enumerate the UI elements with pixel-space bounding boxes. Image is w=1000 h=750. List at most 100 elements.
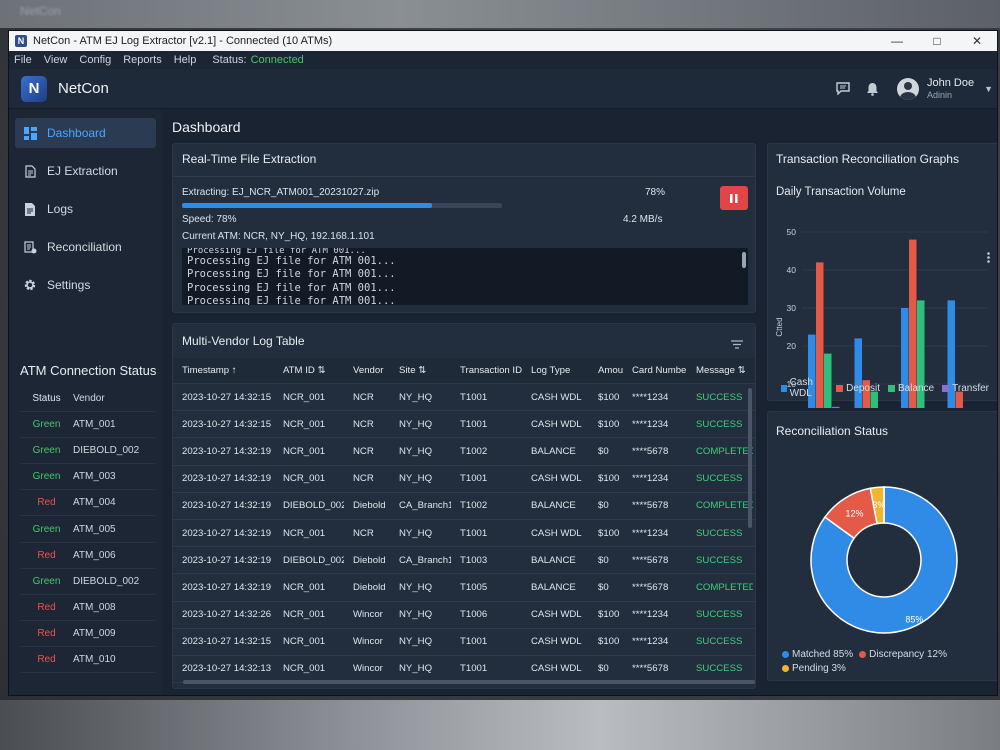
minimize-button[interactable]: —: [891, 34, 903, 48]
menu-config[interactable]: Config: [79, 54, 112, 66]
table-cell: Wincor: [353, 663, 383, 675]
table-cell: 2023-10-27 14:32:19: [182, 554, 272, 566]
y-tick-label: 40: [787, 265, 797, 275]
chart-title: Daily Transaction Volume: [776, 186, 906, 198]
column-header[interactable]: Timestamp ↑: [182, 365, 237, 376]
table-cell: 2023-10-27 14:32:15: [182, 636, 272, 648]
column-header[interactable]: Log Type: [531, 365, 571, 376]
pause-button[interactable]: [720, 186, 748, 210]
bell-icon[interactable]: [865, 81, 881, 97]
table-cell: $0: [598, 500, 609, 512]
status-value: Connected: [250, 54, 304, 66]
close-button[interactable]: ✕: [971, 34, 983, 48]
atm-status-row[interactable]: Green ATM_001: [20, 412, 155, 439]
table-cell: CASH WDL: [531, 663, 582, 675]
table-cell: NCR: [353, 445, 374, 457]
atm-status-row[interactable]: Red ATM_009: [20, 621, 155, 647]
column-header[interactable]: ATM ID ⇅: [283, 365, 326, 376]
column-header[interactable]: Card Number: [632, 365, 687, 376]
legend-item: Pending 3%: [782, 662, 846, 675]
table-row[interactable]: 2023-10-27 14:32:19 NCR_001 NCR NY_HQ T1001 C…: [173, 520, 755, 548]
table-cell: ****1234: [632, 473, 669, 485]
table-cell: 2023-10-27 14:32:13: [182, 663, 272, 675]
bar: [917, 300, 925, 408]
table-cell: SUCCESS: [696, 527, 743, 539]
console-scrollbar[interactable]: [742, 252, 746, 268]
chevron-down-icon[interactable]: ▼: [984, 83, 993, 94]
atm-status-row[interactable]: Green ATM_005: [20, 516, 155, 543]
y-axis-label: Ctted: [775, 317, 784, 336]
column-header[interactable]: Message ⇅: [696, 365, 746, 376]
table-row[interactable]: 2023-10-27 14:32:19 NCR_001 NCR NY_HQ T1001 C…: [173, 466, 755, 493]
table-cell: $100: [598, 418, 620, 430]
table-row[interactable]: 2023-10-27 14:32:15 NCR_001 NCR NY_HQ T1001 C…: [173, 384, 755, 412]
table-cell: NCR: [353, 391, 374, 403]
sidebar-item-dashboard[interactable]: Dashboard: [15, 118, 156, 148]
legend-swatch: [887, 384, 895, 392]
table-row[interactable]: 2023-10-27 14:32:13 NCR_001 Wincor NY_HQ T10…: [173, 656, 755, 684]
table-row[interactable]: 2023-10-27 14:32:19 DIEBOLD_002 Diebold CA_…: [173, 547, 755, 575]
atm-header-vendor: Vendor: [73, 393, 105, 405]
donut-chart: 85% 12% 3%: [810, 486, 958, 634]
atm-status-row[interactable]: Red ATM_008: [20, 595, 155, 621]
slice-label: 3%: [872, 500, 885, 510]
table-row[interactable]: 2023-10-27 14:32:26 NCR_001 Wincor NY_HQ T10…: [173, 602, 755, 629]
table-cell: 2023-10-27 14:32:26: [182, 609, 272, 621]
table-row[interactable]: 2023-10-27 14:32:15 NCR_001 NCR NY_HQ T1001 C…: [173, 411, 755, 439]
extraction-percent: 78%: [645, 187, 666, 198]
atm-status-row[interactable]: Red ATM_004: [20, 490, 155, 517]
reconciliation-title: Reconciliation Status: [776, 424, 889, 438]
atm-status-row[interactable]: Green ATM_003: [20, 464, 155, 491]
table-row[interactable]: 2023-10-27 14:32:19 NCR_001 Diebold NY_HQ T1…: [173, 574, 755, 602]
column-header[interactable]: Transaction ID: [460, 365, 522, 376]
avatar[interactable]: [896, 77, 919, 100]
sidebar-item-settings[interactable]: Settings: [15, 270, 156, 300]
table-cell: NCR: [353, 527, 374, 539]
table-cell: COMPLETED: [696, 500, 753, 512]
column-header[interactable]: Site ⇅: [399, 365, 427, 376]
table-vertical-scrollbar[interactable]: [748, 388, 752, 528]
extraction-console[interactable]: Processing EJ file for ATM 001... Process…: [182, 248, 748, 305]
menu-reports[interactable]: Reports: [123, 54, 162, 66]
sidebar-item-reconciliation[interactable]: Reconciliation: [15, 232, 156, 262]
extraction-panel: Real-Time File Extraction Extracting: EJ…: [172, 143, 756, 313]
extraction-title: Real-Time File Extraction: [182, 152, 317, 166]
table-cell: BALANCE: [531, 500, 576, 512]
atm-status-row[interactable]: Red ATM_006: [20, 543, 155, 569]
sidebar-item-ej-extraction[interactable]: EJ Extraction: [15, 156, 156, 186]
table-cell: BALANCE: [531, 581, 576, 593]
table-cell: NCR_001: [283, 609, 326, 621]
table-cell: NCR: [353, 418, 374, 430]
column-header[interactable]: Vendor: [353, 365, 384, 376]
sidebar: Dashboard EJ Extraction Logs Reconciliat…: [9, 110, 162, 695]
table-cell: SUCCESS: [696, 609, 743, 621]
table-cell: NY_HQ: [399, 473, 433, 485]
table-cell: 2023-10-27 14:32:19: [182, 473, 272, 485]
maximize-button[interactable]: □: [933, 34, 941, 48]
atm-status-row[interactable]: Green DIEBOLD_002: [20, 438, 155, 465]
atm-vendor-value: DIEBOLD_002: [73, 445, 140, 457]
table-row[interactable]: 2023-10-27 14:32:15 NCR_001 Wincor NY_HQ T10…: [173, 629, 755, 656]
table-cell: NCR_001: [283, 473, 326, 485]
atm-status-row[interactable]: Red ATM_010: [20, 647, 155, 674]
menu-view[interactable]: View: [43, 54, 68, 66]
menu-help[interactable]: Help: [173, 54, 197, 66]
atm-status-row[interactable]: Green DIEBOLD_002: [20, 569, 155, 595]
table-row[interactable]: 2023-10-27 14:32:19 DIEBOLD_002 Diebold CA_…: [173, 493, 755, 520]
bar: [862, 380, 870, 408]
menu-file[interactable]: File: [14, 54, 32, 66]
column-header[interactable]: Amount: [598, 365, 623, 376]
atm-header-status: Status: [32, 393, 61, 405]
table-horizontal-scrollbar[interactable]: [183, 680, 755, 684]
bar: [808, 334, 816, 408]
table-row[interactable]: 2023-10-27 14:32:19 NCR_001 NCR NY_HQ T1002 B…: [173, 438, 755, 466]
console-line: Processing EJ file for ATM 001...: [187, 295, 396, 305]
legend-swatch: [782, 651, 789, 658]
message-icon[interactable]: [835, 81, 851, 97]
legend-swatch: [942, 384, 950, 392]
status-label: Status:: [212, 54, 247, 66]
gear-icon: [23, 278, 37, 292]
sidebar-item-logs[interactable]: Logs: [15, 194, 156, 224]
table-cell: NCR: [353, 473, 374, 485]
filter-icon[interactable]: [731, 336, 743, 354]
